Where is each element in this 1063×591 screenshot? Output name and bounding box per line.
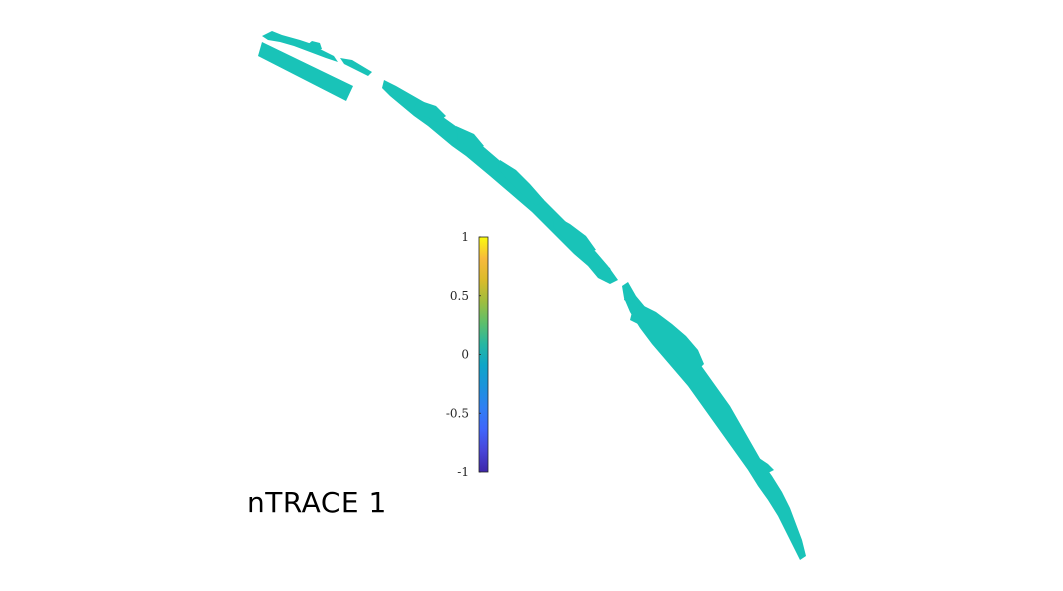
trace-blob — [636, 304, 704, 372]
trace-blob — [456, 126, 484, 150]
trace-shape — [258, 31, 806, 560]
trace-blob — [598, 262, 614, 282]
colorbar-tick-label: 1 — [461, 230, 469, 244]
trace-wisp — [306, 41, 322, 50]
trace-band-lower — [622, 282, 806, 560]
colorbar-ticks: 1 0.5 0 -0.5 -1 — [446, 230, 481, 479]
colorbar-tick-label: -1 — [457, 465, 469, 479]
trace-blob — [624, 290, 634, 304]
trace-block — [258, 42, 353, 101]
trace-blob — [696, 378, 722, 410]
trace-wisp — [340, 58, 372, 76]
colorbar-tick-label: 0 — [461, 348, 469, 362]
trace-caption: nTRACE 1 — [247, 486, 387, 519]
trace-blob — [552, 214, 596, 254]
trace-blob — [744, 448, 774, 474]
colorbar-tick-label: -0.5 — [446, 406, 469, 420]
colorbar-tick-label: 0.5 — [450, 289, 469, 303]
colorbar: 1 0.5 0 -0.5 -1 — [446, 230, 489, 479]
trace-blob — [630, 312, 640, 324]
trace-blob — [726, 414, 744, 444]
trace-wisp — [262, 31, 338, 62]
trace-blob — [498, 160, 544, 206]
trace-blob — [414, 100, 446, 122]
